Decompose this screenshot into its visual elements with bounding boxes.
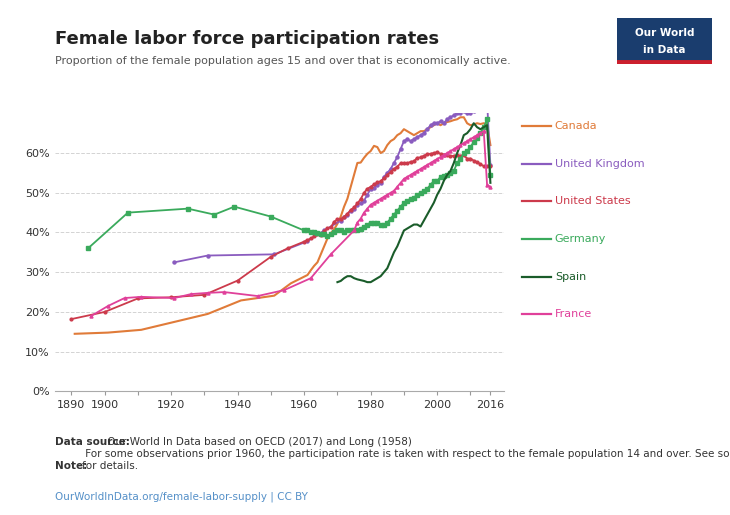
Text: United Kingdom: United Kingdom <box>555 159 645 169</box>
Text: Our World In Data based on OECD (2017) and Long (1958): Our World In Data based on OECD (2017) a… <box>104 437 412 448</box>
Text: Canada: Canada <box>555 121 597 131</box>
Text: Data source:: Data source: <box>55 437 130 448</box>
Text: For some observations prior 1960, the participation rate is taken with respect t: For some observations prior 1960, the pa… <box>82 449 730 471</box>
Text: OurWorldInData.org/female-labor-supply | CC BY: OurWorldInData.org/female-labor-supply |… <box>55 491 307 502</box>
Text: Female labor force participation rates: Female labor force participation rates <box>55 30 439 48</box>
Text: Note:: Note: <box>55 460 87 471</box>
Text: Germany: Germany <box>555 234 606 244</box>
Text: in Data: in Data <box>643 45 685 56</box>
Text: United States: United States <box>555 196 631 207</box>
Text: France: France <box>555 309 592 319</box>
Text: Spain: Spain <box>555 271 586 282</box>
Text: Proportion of the female population ages 15 and over that is economically active: Proportion of the female population ages… <box>55 56 510 66</box>
Text: Our World: Our World <box>634 28 694 38</box>
